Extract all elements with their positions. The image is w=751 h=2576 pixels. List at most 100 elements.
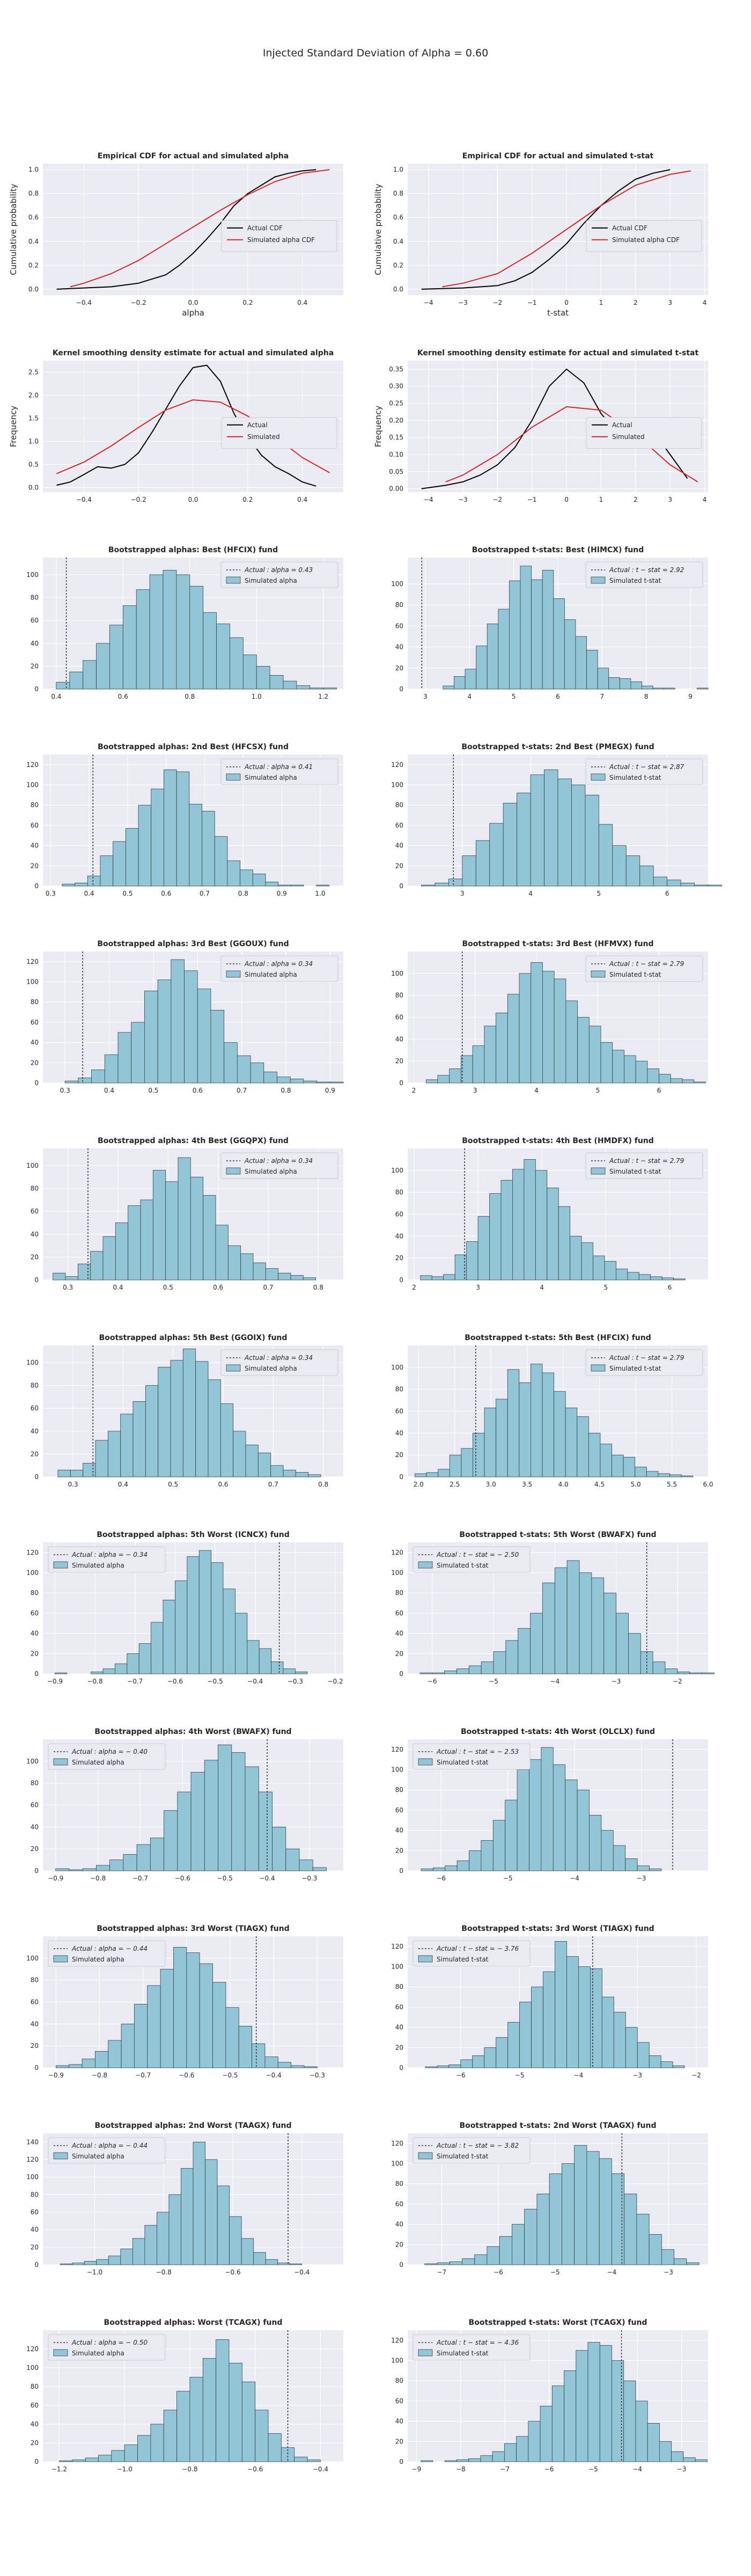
x-tick-label: 0.3 [63, 1284, 73, 1291]
y-tick-label: 120 [26, 958, 39, 965]
histogram-bar [96, 2259, 109, 2265]
histogram-bar [578, 1966, 591, 2068]
x-tick-label: 0.8 [281, 1087, 291, 1094]
x-tick-label: −6 [494, 2268, 503, 2276]
x-tick-label: −0.6 [179, 2072, 194, 2079]
histogram-bar [646, 1471, 659, 1477]
x-tick-label: −0.6 [167, 1678, 183, 1685]
histogram-bar [637, 2042, 650, 2068]
y-tick-label: 80 [395, 1983, 403, 1990]
legend-label: Simulated alpha [72, 2350, 124, 2357]
y-tick-label: 120 [26, 2345, 39, 2353]
histogram-bar [694, 1081, 706, 1084]
histogram-bar [448, 879, 463, 887]
y-tick-label: 20 [31, 2243, 39, 2251]
legend-label: Simulated t-stat [437, 2153, 489, 2160]
histogram-bar [415, 1473, 427, 1477]
y-tick-label: 1.0 [28, 166, 39, 173]
x-tick-label: −0.9 [48, 1875, 63, 1882]
x-tick-label: 4 [467, 693, 472, 700]
y-tick-label: 120 [391, 2140, 403, 2147]
histogram-bar [542, 1582, 555, 1674]
x-tick-label: 3 [668, 496, 672, 503]
x-tick-label: 0.5 [163, 1284, 173, 1291]
x-tick-label: −6 [456, 2072, 466, 2079]
histogram-bar [176, 2391, 190, 2462]
legend-label: Actual : t − stat = − 3.82 [436, 2142, 519, 2149]
histogram-bar [255, 2410, 269, 2462]
x-tick-label: 4.0 [558, 1481, 569, 1488]
y-tick-label: 0.10 [389, 451, 403, 458]
histogram-bar [109, 1860, 124, 1871]
histogram-bar [498, 609, 510, 690]
histogram-bar [245, 1444, 259, 1477]
subplot-title: Bootstrapped t-stats: 2nd Best (PMEGX) f… [461, 743, 654, 751]
legend-label: Actual : alpha = 0.34 [244, 1354, 313, 1362]
y-tick-label: 2.5 [28, 368, 39, 376]
legend-label: Actual [612, 421, 632, 429]
subplot-11: Bootstrapped alphas: 4th Best (GGQPX) fu… [26, 1137, 343, 1291]
y-tick-label: 100 [391, 1766, 403, 1774]
y-tick-label: 0.8 [393, 190, 403, 197]
histogram-bar [505, 1640, 519, 1674]
legend [48, 2137, 166, 2164]
histogram-bar [77, 1263, 91, 1280]
y-tick-label: 60 [395, 1211, 403, 1218]
x-tick-label: −2 [673, 1678, 682, 1685]
histogram-bar [530, 1613, 543, 1674]
histogram-bar [285, 1848, 300, 1871]
histogram-bar [530, 774, 544, 887]
histogram-bar [218, 1744, 232, 1871]
legend [586, 220, 702, 252]
histogram-bar [577, 1416, 589, 1477]
y-tick-label: 20 [395, 664, 403, 672]
histogram-bar [265, 2259, 278, 2265]
y-tick-label: 100 [391, 781, 403, 789]
subplot-title: Bootstrapped alphas: 2nd Best (HFCSX) fu… [98, 743, 289, 751]
legend [585, 955, 703, 982]
histogram-bar [216, 624, 230, 690]
histogram-bar [158, 1367, 171, 1477]
legend-label: Actual : t − stat = 2.79 [609, 960, 684, 968]
subplot-6: Bootstrapped t-stats: Best (HIMCX) fund 3… [391, 546, 709, 700]
y-tick-label: 0 [399, 1079, 403, 1087]
histogram-bar [694, 884, 709, 887]
y-tick-label: 0.15 [389, 434, 403, 441]
histogram-bar [163, 1600, 175, 1674]
histogram-bar [588, 1026, 601, 1084]
histogram-bar [649, 2234, 662, 2265]
y-tick-label: 0 [34, 1276, 39, 1284]
histogram-bar [435, 882, 449, 887]
histogram-bar [419, 1672, 433, 1674]
y-tick-label: 60 [395, 2200, 403, 2208]
histogram-bar [199, 1963, 213, 2068]
x-tick-label: −3 [612, 1678, 621, 1685]
histogram-bar [124, 2445, 138, 2462]
legend-swatch [591, 970, 606, 978]
subplot-19: Bootstrapped alphas: 3rd Worst (TIAGX) f… [26, 1924, 343, 2079]
series-line-1 [56, 364, 316, 487]
histogram-bar [549, 2173, 562, 2265]
histogram-bar [291, 2065, 305, 2068]
x-tick-label: 6.0 [703, 1481, 713, 1488]
y-tick-label: 20 [31, 2439, 39, 2447]
legend-swatch [53, 2152, 68, 2160]
y-tick-label: 40 [395, 842, 403, 850]
subplot-22: Bootstrapped t-stats: 2nd Worst (TAAGX) … [391, 2121, 708, 2276]
histogram-bar [457, 2459, 469, 2462]
histogram-bar [659, 1074, 671, 1084]
x-tick-label: 1.0 [252, 693, 262, 700]
y-tick-label: 80 [395, 1189, 403, 1196]
x-tick-label: −0.3 [301, 1875, 317, 1882]
histogram-bar [625, 2027, 638, 2068]
y-tick-label: 0.0 [28, 484, 39, 491]
x-tick-label: −0.8 [182, 2465, 197, 2473]
histogram-bar [587, 2342, 600, 2462]
y-tick-label: 100 [26, 1758, 39, 1765]
legend-label: Simulated t-stat [437, 2350, 489, 2357]
legend [221, 417, 337, 449]
histogram-bar [613, 1845, 626, 1871]
y-tick-label: 100 [26, 781, 39, 789]
histogram-bar [165, 1181, 179, 1280]
histogram-bar [484, 2047, 497, 2068]
